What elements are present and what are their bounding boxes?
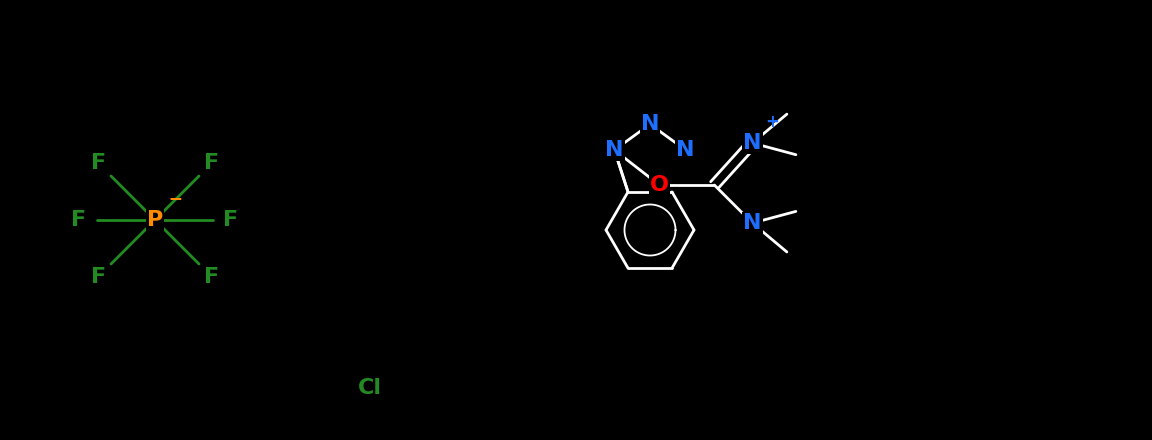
Text: N: N: [641, 114, 659, 134]
Text: F: F: [204, 153, 219, 173]
Text: N: N: [743, 213, 761, 233]
Text: Cl: Cl: [358, 378, 382, 398]
Text: O: O: [650, 175, 669, 195]
Text: N: N: [676, 140, 695, 160]
Text: N: N: [605, 140, 623, 160]
Text: F: F: [222, 210, 237, 230]
Text: +: +: [765, 113, 779, 131]
Text: F: F: [91, 154, 106, 174]
Text: F: F: [91, 267, 106, 287]
Text: P: P: [146, 210, 164, 230]
Text: N: N: [641, 114, 659, 134]
Text: F: F: [73, 210, 88, 230]
Text: F: F: [71, 210, 86, 230]
Text: F: F: [91, 266, 106, 286]
Text: N: N: [605, 140, 623, 160]
Text: F: F: [204, 154, 219, 174]
Text: P: P: [146, 210, 164, 230]
Text: F: F: [204, 267, 219, 287]
Text: −: −: [168, 189, 182, 207]
Text: N: N: [743, 133, 761, 153]
Text: F: F: [223, 210, 238, 230]
Text: F: F: [204, 266, 219, 286]
Text: −: −: [168, 189, 182, 207]
Text: F: F: [91, 153, 106, 173]
Text: N: N: [676, 140, 695, 160]
Text: O: O: [650, 175, 669, 195]
Text: Cl: Cl: [358, 378, 382, 398]
